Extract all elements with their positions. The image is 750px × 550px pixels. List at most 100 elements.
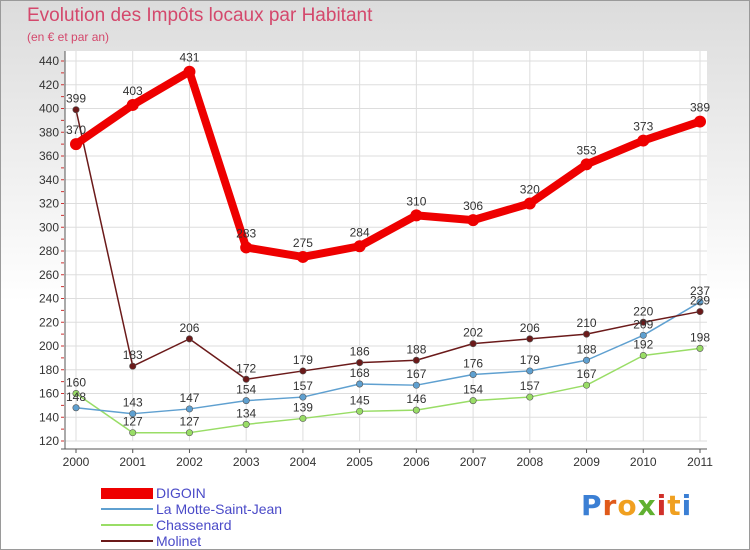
data-point[interactable]	[185, 335, 193, 343]
data-point[interactable]	[526, 367, 534, 375]
y-tick-label: 420	[39, 78, 59, 92]
data-point[interactable]	[523, 197, 536, 210]
x-tick-label: 2006	[403, 455, 430, 469]
data-label: 183	[123, 348, 143, 362]
data-label: 176	[463, 357, 483, 371]
y-tick-label: 280	[39, 244, 59, 258]
data-point[interactable]	[296, 250, 309, 263]
x-tick-label: 2001	[119, 455, 146, 469]
data-label: 186	[350, 345, 370, 359]
data-label: 209	[633, 317, 653, 331]
data-point[interactable]	[583, 356, 591, 364]
data-point[interactable]	[526, 393, 534, 401]
logo-letter: i	[656, 489, 668, 522]
data-label: 237	[690, 284, 710, 298]
data-point[interactable]	[242, 375, 250, 383]
data-point[interactable]	[696, 308, 704, 316]
data-point[interactable]	[299, 393, 307, 401]
data-point[interactable]	[126, 98, 139, 111]
y-tick-label: 400	[39, 102, 59, 116]
data-point[interactable]	[353, 240, 366, 253]
data-point[interactable]	[469, 397, 477, 405]
data-point[interactable]	[72, 404, 80, 412]
chart-title: Evolution des Impôts locaux par Habitant	[27, 5, 373, 26]
data-label: 154	[463, 383, 483, 397]
data-point[interactable]	[240, 241, 253, 254]
logo-letter: i	[681, 489, 693, 522]
y-tick-label: 240	[39, 292, 59, 306]
y-tick-label: 360	[39, 149, 59, 163]
data-label: 431	[179, 51, 199, 65]
data-point[interactable]	[639, 318, 647, 326]
data-point[interactable]	[637, 134, 650, 147]
data-point[interactable]	[129, 410, 137, 418]
data-label: 157	[293, 379, 313, 393]
data-point[interactable]	[412, 406, 420, 414]
data-point[interactable]	[72, 106, 80, 114]
y-tick-label: 380	[39, 125, 59, 139]
y-tick-label: 220	[39, 315, 59, 329]
data-point[interactable]	[469, 340, 477, 348]
data-point[interactable]	[129, 362, 137, 370]
data-point[interactable]	[696, 344, 704, 352]
data-point[interactable]	[242, 420, 250, 428]
data-point[interactable]	[639, 331, 647, 339]
axes: 120 140 160 180 200 220 240 260 280 300 320 340 360 3…	[39, 51, 713, 469]
logo-letter: r	[602, 489, 618, 522]
data-point[interactable]	[469, 370, 477, 378]
data-point[interactable]	[412, 356, 420, 364]
data-label: 148	[66, 390, 86, 404]
data-label: 154	[236, 383, 256, 397]
data-point[interactable]	[356, 380, 364, 388]
data-point[interactable]	[412, 381, 420, 389]
data-point[interactable]	[696, 298, 704, 306]
data-point[interactable]	[70, 138, 82, 151]
x-tick-label: 2009	[573, 455, 600, 469]
data-label: 202	[463, 326, 483, 340]
x-tick-label: 2007	[460, 455, 487, 469]
data-point[interactable]	[580, 158, 593, 171]
data-point[interactable]	[356, 407, 364, 415]
data-point[interactable]	[129, 429, 137, 437]
grid	[65, 51, 707, 442]
data-label: 160	[66, 376, 86, 390]
data-point[interactable]	[526, 335, 534, 343]
data-label: 179	[293, 353, 313, 367]
data-point[interactable]	[583, 381, 591, 389]
logo-letter: t	[667, 489, 682, 522]
data-label: 306	[463, 199, 483, 213]
data-point[interactable]	[185, 429, 193, 437]
data-point[interactable]	[467, 214, 480, 227]
data-point[interactable]	[583, 330, 591, 338]
data-label: 370	[66, 123, 86, 137]
data-label: 389	[690, 101, 710, 115]
x-tick-label: 2011	[687, 455, 713, 469]
y-tick-label: 440	[39, 54, 59, 68]
data-label: 188	[406, 342, 426, 356]
data-label: 198	[690, 330, 710, 344]
y-tick-label: 120	[39, 434, 59, 448]
data-point[interactable]	[72, 389, 80, 397]
data-point[interactable]	[639, 351, 647, 359]
x-tick-label: 2003	[233, 455, 260, 469]
data-point[interactable]	[242, 397, 250, 405]
data-label: 146	[406, 392, 426, 406]
data-label: 373	[633, 120, 653, 134]
legend-swatch-molinet	[101, 540, 153, 542]
data-point[interactable]	[694, 115, 706, 128]
data-point[interactable]	[356, 359, 364, 367]
y-tick-label: 340	[39, 173, 59, 187]
data-point[interactable]	[410, 209, 423, 222]
data-point[interactable]	[183, 65, 196, 78]
data-point[interactable]	[299, 367, 307, 375]
logo-letter: o	[617, 489, 638, 522]
data-label: 229	[690, 294, 710, 308]
data-point[interactable]	[185, 405, 193, 413]
data-label: 399	[66, 92, 86, 106]
data-point[interactable]	[299, 414, 307, 422]
legend-label-molinet: Molinet	[156, 533, 202, 549]
data-label: 210	[577, 316, 597, 330]
